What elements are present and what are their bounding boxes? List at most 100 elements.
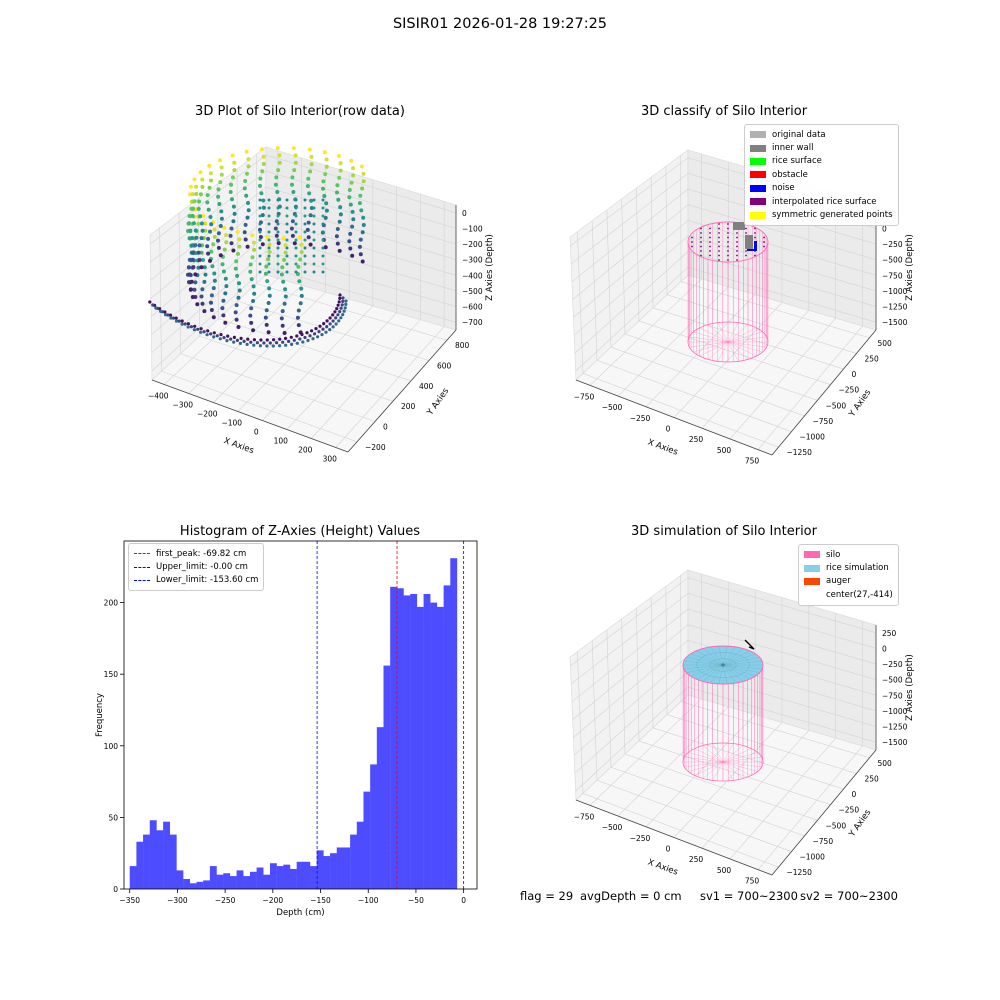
- sv2-text: sv2 = 700~2300: [800, 889, 898, 903]
- point: [348, 246, 353, 251]
- silo-bottom-spoke: [693, 341, 729, 353]
- point: [266, 330, 271, 335]
- point: [203, 228, 208, 233]
- point: [309, 154, 314, 159]
- point: [280, 265, 285, 270]
- point: [291, 190, 296, 194]
- y-tick-label: −250: [839, 386, 860, 395]
- classify-legend-label: obstacle: [772, 169, 808, 180]
- y-tick-label: 800: [455, 341, 470, 350]
- point: [358, 252, 363, 257]
- point: [277, 160, 282, 165]
- point: [324, 208, 329, 213]
- point: [290, 219, 295, 224]
- point: [199, 265, 204, 270]
- point: [232, 160, 237, 165]
- point: [243, 179, 248, 183]
- point: [264, 322, 269, 327]
- point: [242, 339, 246, 343]
- y-grid-line: [180, 353, 376, 422]
- surface-point: [727, 223, 729, 225]
- point: [298, 257, 303, 262]
- rice-mesh-line: [702, 648, 724, 666]
- point: [290, 175, 295, 180]
- x-tick-label: −500: [602, 823, 623, 832]
- z-tick-label: −250: [882, 240, 903, 249]
- surface-point: [736, 241, 738, 243]
- point: [252, 343, 256, 347]
- point: [325, 319, 329, 323]
- surface-point: [718, 245, 720, 248]
- surface-point: [727, 245, 729, 248]
- point: [278, 344, 282, 348]
- point: [197, 258, 202, 262]
- histogram-bar: [356, 821, 364, 889]
- histogram-bar: [143, 834, 150, 889]
- point: [212, 278, 217, 283]
- point: [209, 293, 214, 298]
- z-grid-line: [150, 186, 457, 281]
- histogram-legend-entry: Upper_limit: -0.00 cm: [134, 560, 258, 573]
- z-grid-line: [573, 235, 877, 336]
- point: [193, 243, 198, 248]
- point: [217, 202, 222, 206]
- histogram-bar: [229, 876, 237, 889]
- x-tick-label: −150: [310, 896, 331, 905]
- point: [246, 164, 251, 169]
- surface-point: [700, 250, 702, 252]
- point: [216, 187, 221, 192]
- surface-point: [754, 254, 756, 257]
- point: [224, 233, 229, 237]
- point: [202, 330, 206, 334]
- rice-mesh-line: [702, 664, 724, 682]
- x-axis-line: [151, 379, 349, 453]
- x-tick-label: −250: [215, 896, 236, 905]
- point: [357, 244, 362, 249]
- surface-point: [709, 236, 711, 239]
- y-tick-label: 200: [401, 402, 416, 411]
- x-tick-label: 300: [323, 455, 338, 464]
- point: [246, 157, 251, 162]
- point: [347, 188, 352, 192]
- x-tick-label: 100: [274, 437, 289, 446]
- y-tick-label: 50: [108, 813, 118, 822]
- histogram-title: Histogram of Z-Axies (Height) Values: [179, 524, 421, 539]
- surface-point: [709, 232, 711, 234]
- point: [221, 298, 226, 303]
- point: [266, 257, 271, 262]
- point: [177, 319, 181, 323]
- point: [222, 336, 226, 340]
- rice-mesh-line: [690, 664, 724, 677]
- surface-point: [727, 227, 729, 230]
- point: [174, 316, 178, 320]
- inner-wall-points: [733, 222, 745, 230]
- point: [321, 230, 325, 234]
- point: [335, 190, 339, 195]
- y-grid-line: [680, 281, 870, 339]
- point: [267, 246, 271, 250]
- x-tick-label: −250: [630, 834, 651, 843]
- silo-bottom-spoke: [717, 322, 729, 343]
- surface-point: [727, 232, 729, 234]
- point: [209, 300, 213, 305]
- histogram-bar: [423, 593, 431, 889]
- z-tick-label: −1000: [882, 287, 908, 296]
- point: [337, 219, 342, 224]
- y-tick-label: 600: [437, 362, 452, 371]
- point: [296, 323, 301, 328]
- y-grid-line: [161, 370, 358, 443]
- histogram-bar: [436, 606, 444, 889]
- point: [230, 153, 235, 158]
- avg-depth-text: avgDepth = 0 cm: [580, 889, 682, 903]
- point: [196, 206, 201, 211]
- point: [306, 176, 311, 181]
- silo-bottom-spoke: [707, 341, 729, 360]
- point: [212, 271, 217, 276]
- surface-point: [745, 254, 747, 257]
- point: [279, 272, 284, 277]
- point: [312, 230, 316, 234]
- rice-mesh-line: [722, 664, 728, 684]
- y-grid-line: [636, 188, 640, 321]
- z-tick-label: 0: [882, 224, 887, 233]
- point: [250, 233, 255, 238]
